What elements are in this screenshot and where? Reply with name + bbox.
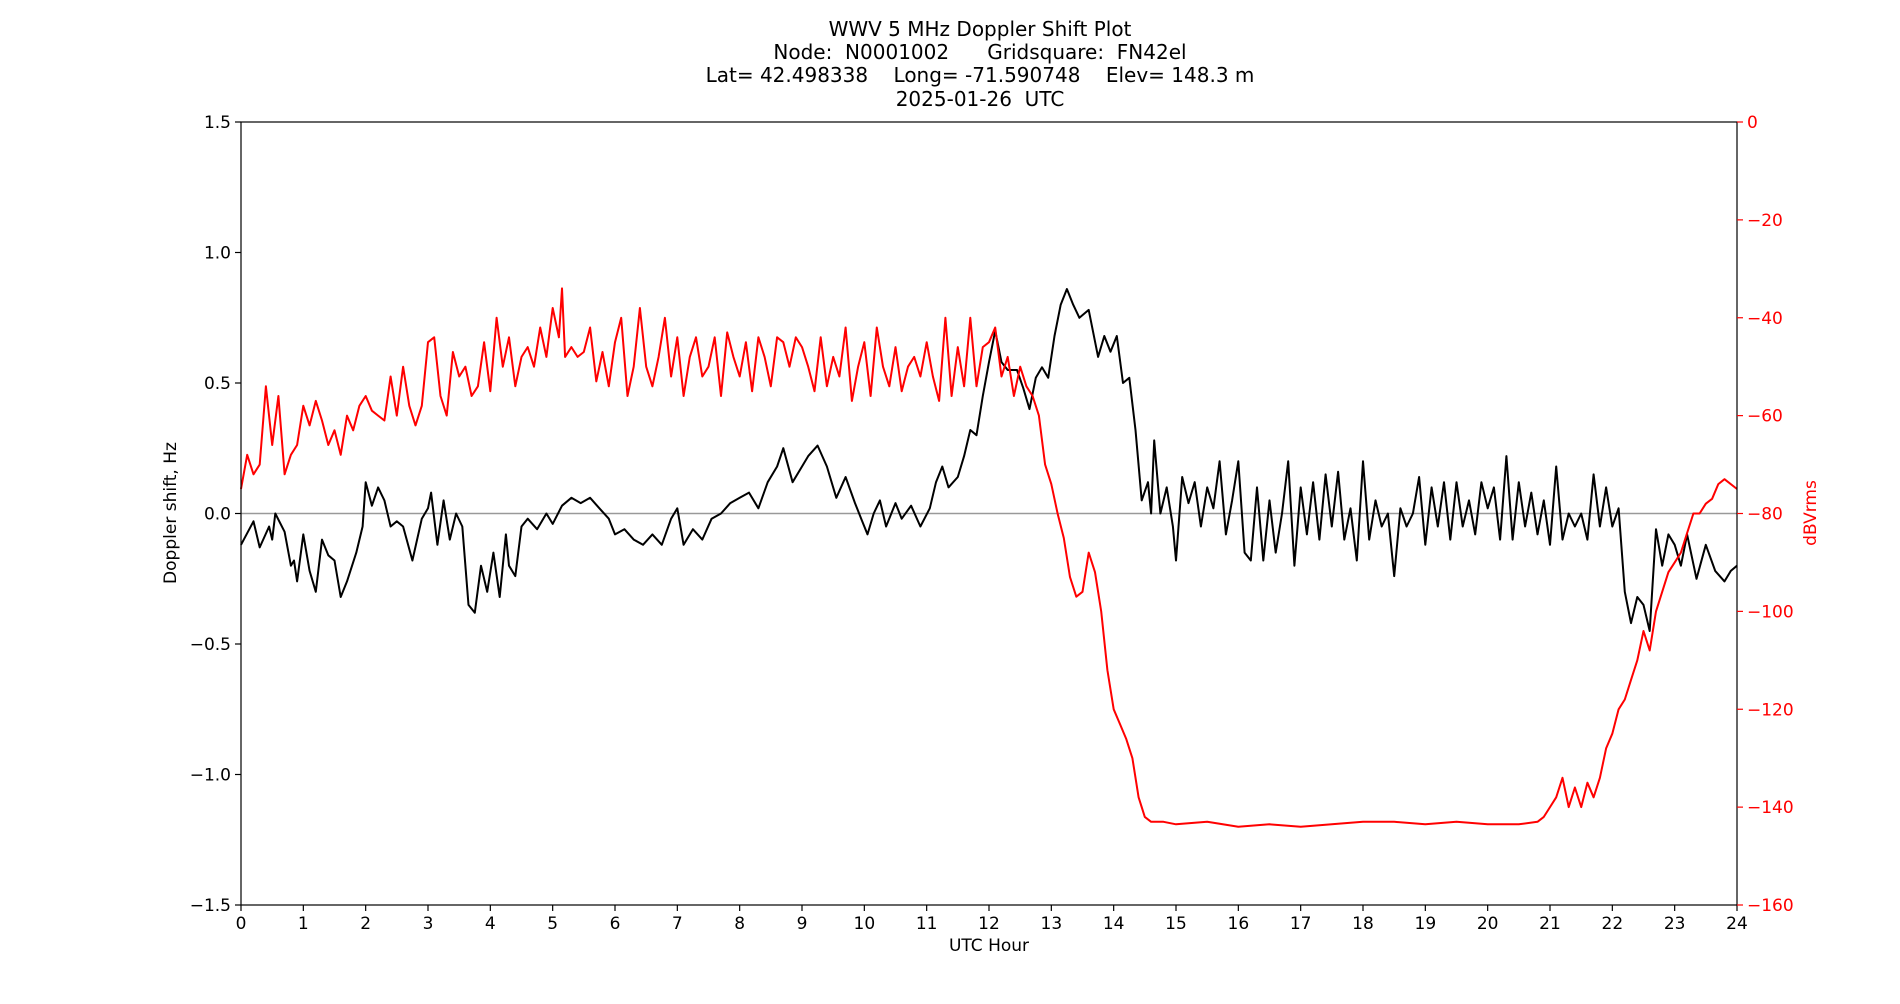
x-tick-label: 13	[1041, 914, 1063, 934]
x-tick-label: 8	[734, 914, 745, 934]
y-left-tick-label: −1.5	[190, 896, 231, 916]
x-tick-label: 1	[298, 914, 309, 934]
y-right-tick-label: −60	[1747, 407, 1783, 427]
y-right-tick-label: −20	[1747, 211, 1783, 231]
series-lines	[240, 287, 1738, 828]
x-tick-label: 22	[1602, 914, 1624, 934]
y-right-axis-ticks: 0 −20 −40 −60 −80 −100 −120 −140 −160	[1737, 113, 1794, 916]
y-left-tick-label: 1.0	[204, 244, 231, 264]
x-tick-label: 16	[1228, 914, 1250, 934]
y-left-tick-label: −0.5	[190, 635, 231, 655]
y-left-tick-label: 0.0	[204, 505, 231, 525]
x-tick-label: 24	[1726, 914, 1748, 934]
y-left-axis-ticks: 1.5 1.0 0.5 0.0 −0.5 −1.0 −1.5	[190, 113, 241, 916]
x-tick-label: 14	[1103, 914, 1125, 934]
x-tick-label: 5	[547, 914, 558, 934]
title-line-4: 2025-01-26 UTC	[896, 87, 1065, 111]
y-right-tick-label: 0	[1747, 113, 1758, 133]
x-tick-label: 6	[610, 914, 621, 934]
x-tick-label: 3	[423, 914, 434, 934]
series-line-dbvrms	[240, 287, 1738, 828]
y-right-tick-label: −160	[1747, 896, 1794, 916]
y-right-tick-label: −120	[1747, 700, 1794, 720]
x-tick-label: 2	[360, 914, 371, 934]
y-right-tick-label: −40	[1747, 309, 1783, 329]
x-axis-ticks: 0 1 2 3 4 5 6 7 8 9 10 11 12 13 14 15 16 17 18 19 20 21 22 23 24	[236, 905, 1748, 934]
x-tick-label: 19	[1415, 914, 1437, 934]
x-tick-label: 4	[485, 914, 496, 934]
x-tick-label: 18	[1352, 914, 1374, 934]
y-right-axis-label: dBVrms	[1801, 480, 1821, 546]
x-tick-label: 21	[1539, 914, 1561, 934]
title-line-1: WWV 5 MHz Doppler Shift Plot	[829, 17, 1132, 41]
series-line-doppler-shift	[240, 288, 1738, 632]
y-left-tick-label: 0.5	[204, 374, 231, 394]
x-tick-label: 12	[978, 914, 1000, 934]
x-tick-label: 23	[1664, 914, 1686, 934]
x-axis-label: UTC Hour	[949, 936, 1029, 956]
x-tick-label: 15	[1165, 914, 1187, 934]
y-right-tick-label: −80	[1747, 505, 1783, 525]
y-left-axis-label: Doppler shift, Hz	[161, 442, 181, 584]
x-tick-label: 20	[1477, 914, 1499, 934]
y-right-tick-label: −100	[1747, 602, 1794, 622]
x-tick-label: 7	[672, 914, 683, 934]
title-line-3: Lat= 42.498338 Long= -71.590748 Elev= 14…	[706, 63, 1255, 87]
y-left-tick-label: 1.5	[204, 113, 231, 133]
x-tick-label: 0	[236, 914, 247, 934]
title-line-2: Node: N0001002 Gridsquare: FN42el	[773, 40, 1186, 64]
x-tick-label: 9	[797, 914, 808, 934]
x-tick-label: 10	[854, 914, 876, 934]
y-left-tick-label: −1.0	[190, 766, 231, 786]
x-tick-label: 11	[916, 914, 938, 934]
chart-title: WWV 5 MHz Doppler Shift Plot Node: N0001…	[706, 17, 1255, 111]
y-right-tick-label: −140	[1747, 798, 1794, 818]
x-tick-label: 17	[1290, 914, 1312, 934]
